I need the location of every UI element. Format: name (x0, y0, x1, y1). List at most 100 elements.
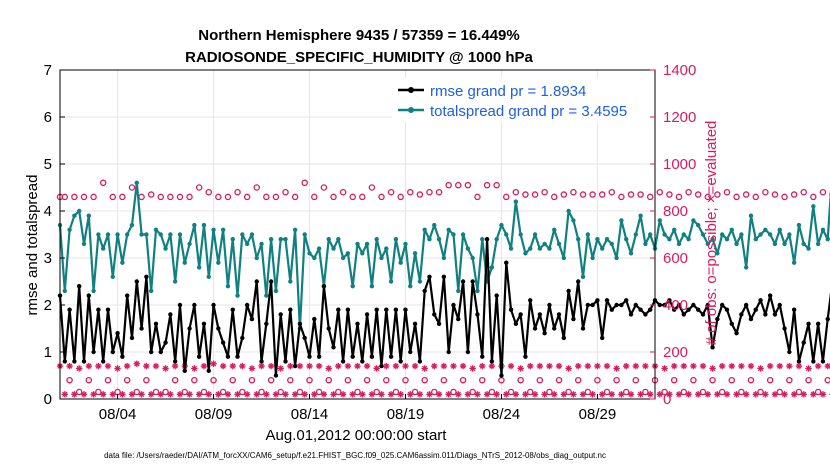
obs-possible-point (632, 376, 640, 384)
obs-possible-point (594, 376, 601, 384)
rmse-point (340, 359, 346, 364)
obs-evaluated-point (608, 391, 616, 398)
rmse-point (686, 307, 691, 312)
obs-possible-point (258, 388, 265, 396)
obs-possible-point (666, 191, 673, 198)
y-axis-right-ticks: 0 200 400 600 800 1000 1200 1400 (650, 62, 696, 408)
obs-possible-point (234, 188, 241, 196)
obs-possible-point (128, 184, 136, 191)
obs-possible-point (219, 388, 227, 396)
obs-possible-point (738, 388, 745, 396)
totalspread-point (705, 241, 710, 247)
obs-possible-point (704, 193, 712, 201)
rmse-point (288, 307, 293, 312)
obs-evaluated-point (455, 391, 462, 398)
obs-possible-point (680, 388, 688, 396)
obs-evaluated-point (670, 362, 678, 370)
rmse-point (657, 302, 662, 308)
obs-evaluated-point (287, 362, 294, 370)
totalspread-point (547, 246, 552, 251)
obs-evaluated-point (114, 365, 121, 372)
obs-evaluated-point (618, 391, 625, 398)
y-right-tick-label: 1000 (663, 156, 696, 173)
rmse-point (595, 298, 600, 303)
obs-possible-point (694, 191, 702, 198)
rmse-point (681, 312, 686, 317)
rmse-point (777, 302, 782, 308)
totalspread-point (62, 288, 67, 294)
obs-evaluated-point (397, 391, 404, 398)
plot-frame (59, 69, 656, 400)
obs-evaluated-point (258, 362, 265, 370)
obs-evaluated-point (407, 391, 414, 398)
obs-possible-point (637, 191, 644, 198)
rmse-point (724, 307, 730, 312)
rmse-point (806, 321, 811, 326)
totalspread-point (408, 284, 413, 289)
rmse-point (278, 312, 283, 317)
rmse-point (264, 321, 269, 326)
rmse-point (321, 284, 327, 289)
obs-evaluated-point (637, 391, 644, 398)
obs-possible-point (282, 188, 289, 196)
rmse-point (254, 279, 259, 284)
totalspread-point (671, 227, 677, 232)
totalspread-point (460, 232, 466, 237)
obs-evaluated-point (694, 391, 702, 398)
totalspread-point (513, 199, 519, 204)
obs-evaluated-point (805, 365, 812, 372)
obs-possible-point (397, 193, 404, 201)
obs-evaluated-point (690, 362, 697, 370)
y-right-tick-label: 400 (663, 297, 688, 314)
rmse-series (57, 237, 830, 378)
totalspread-point (796, 222, 802, 228)
obs-possible-point (349, 193, 356, 201)
obs-possible-point (555, 376, 563, 384)
rmse-point (753, 307, 758, 312)
totalspread-point (398, 260, 403, 265)
totalspread-point (336, 237, 341, 242)
obs-possible-point (435, 188, 443, 196)
obs-possible-point (493, 181, 500, 189)
totalspread-point (576, 237, 581, 242)
obs-evaluated-point (776, 362, 783, 370)
obs-possible-point (757, 388, 764, 396)
obs-possible-point (718, 388, 726, 396)
obs-evaluated-point (647, 391, 654, 398)
totalspread-point (201, 222, 207, 228)
obs-evaluated-point (450, 362, 457, 370)
totalspread-point (499, 222, 504, 228)
totalspread-point (686, 237, 691, 242)
y-right-tick-label: 1200 (663, 109, 696, 126)
rmse-point (316, 354, 322, 359)
totalspread-point (134, 180, 139, 185)
obs-evaluated-point (411, 362, 419, 370)
totalspread-point (748, 213, 754, 218)
totalspread-point (580, 274, 586, 279)
obs-possible-point (66, 376, 73, 384)
totalspread-point (494, 237, 499, 242)
obs-evaluated-point (383, 362, 390, 370)
obs-evaluated-point (133, 360, 140, 367)
rmse-point (115, 331, 120, 336)
obs-evaluated-point (786, 362, 793, 370)
rmse-point (523, 354, 528, 359)
obs-evaluated-point (186, 391, 193, 398)
x-tick-label: 08/14 (291, 406, 329, 423)
totalspread-point (561, 255, 567, 261)
obs-possible-point (210, 376, 217, 384)
obs-evaluated-point (752, 391, 759, 398)
obs-possible-point (618, 193, 625, 201)
totalspread-point (211, 227, 216, 232)
totalspread-point (307, 251, 312, 256)
totalspread-point (436, 237, 442, 242)
obs-possible-point (421, 376, 428, 384)
obs-possible-point (239, 388, 246, 396)
rmse-point (374, 307, 379, 312)
y-left-tick-label: 4 (44, 203, 52, 220)
obs-evaluated-point (632, 362, 640, 370)
obs-evaluated-point (152, 362, 160, 370)
totalspread-point (710, 237, 715, 242)
obs-possible-point (776, 388, 784, 396)
